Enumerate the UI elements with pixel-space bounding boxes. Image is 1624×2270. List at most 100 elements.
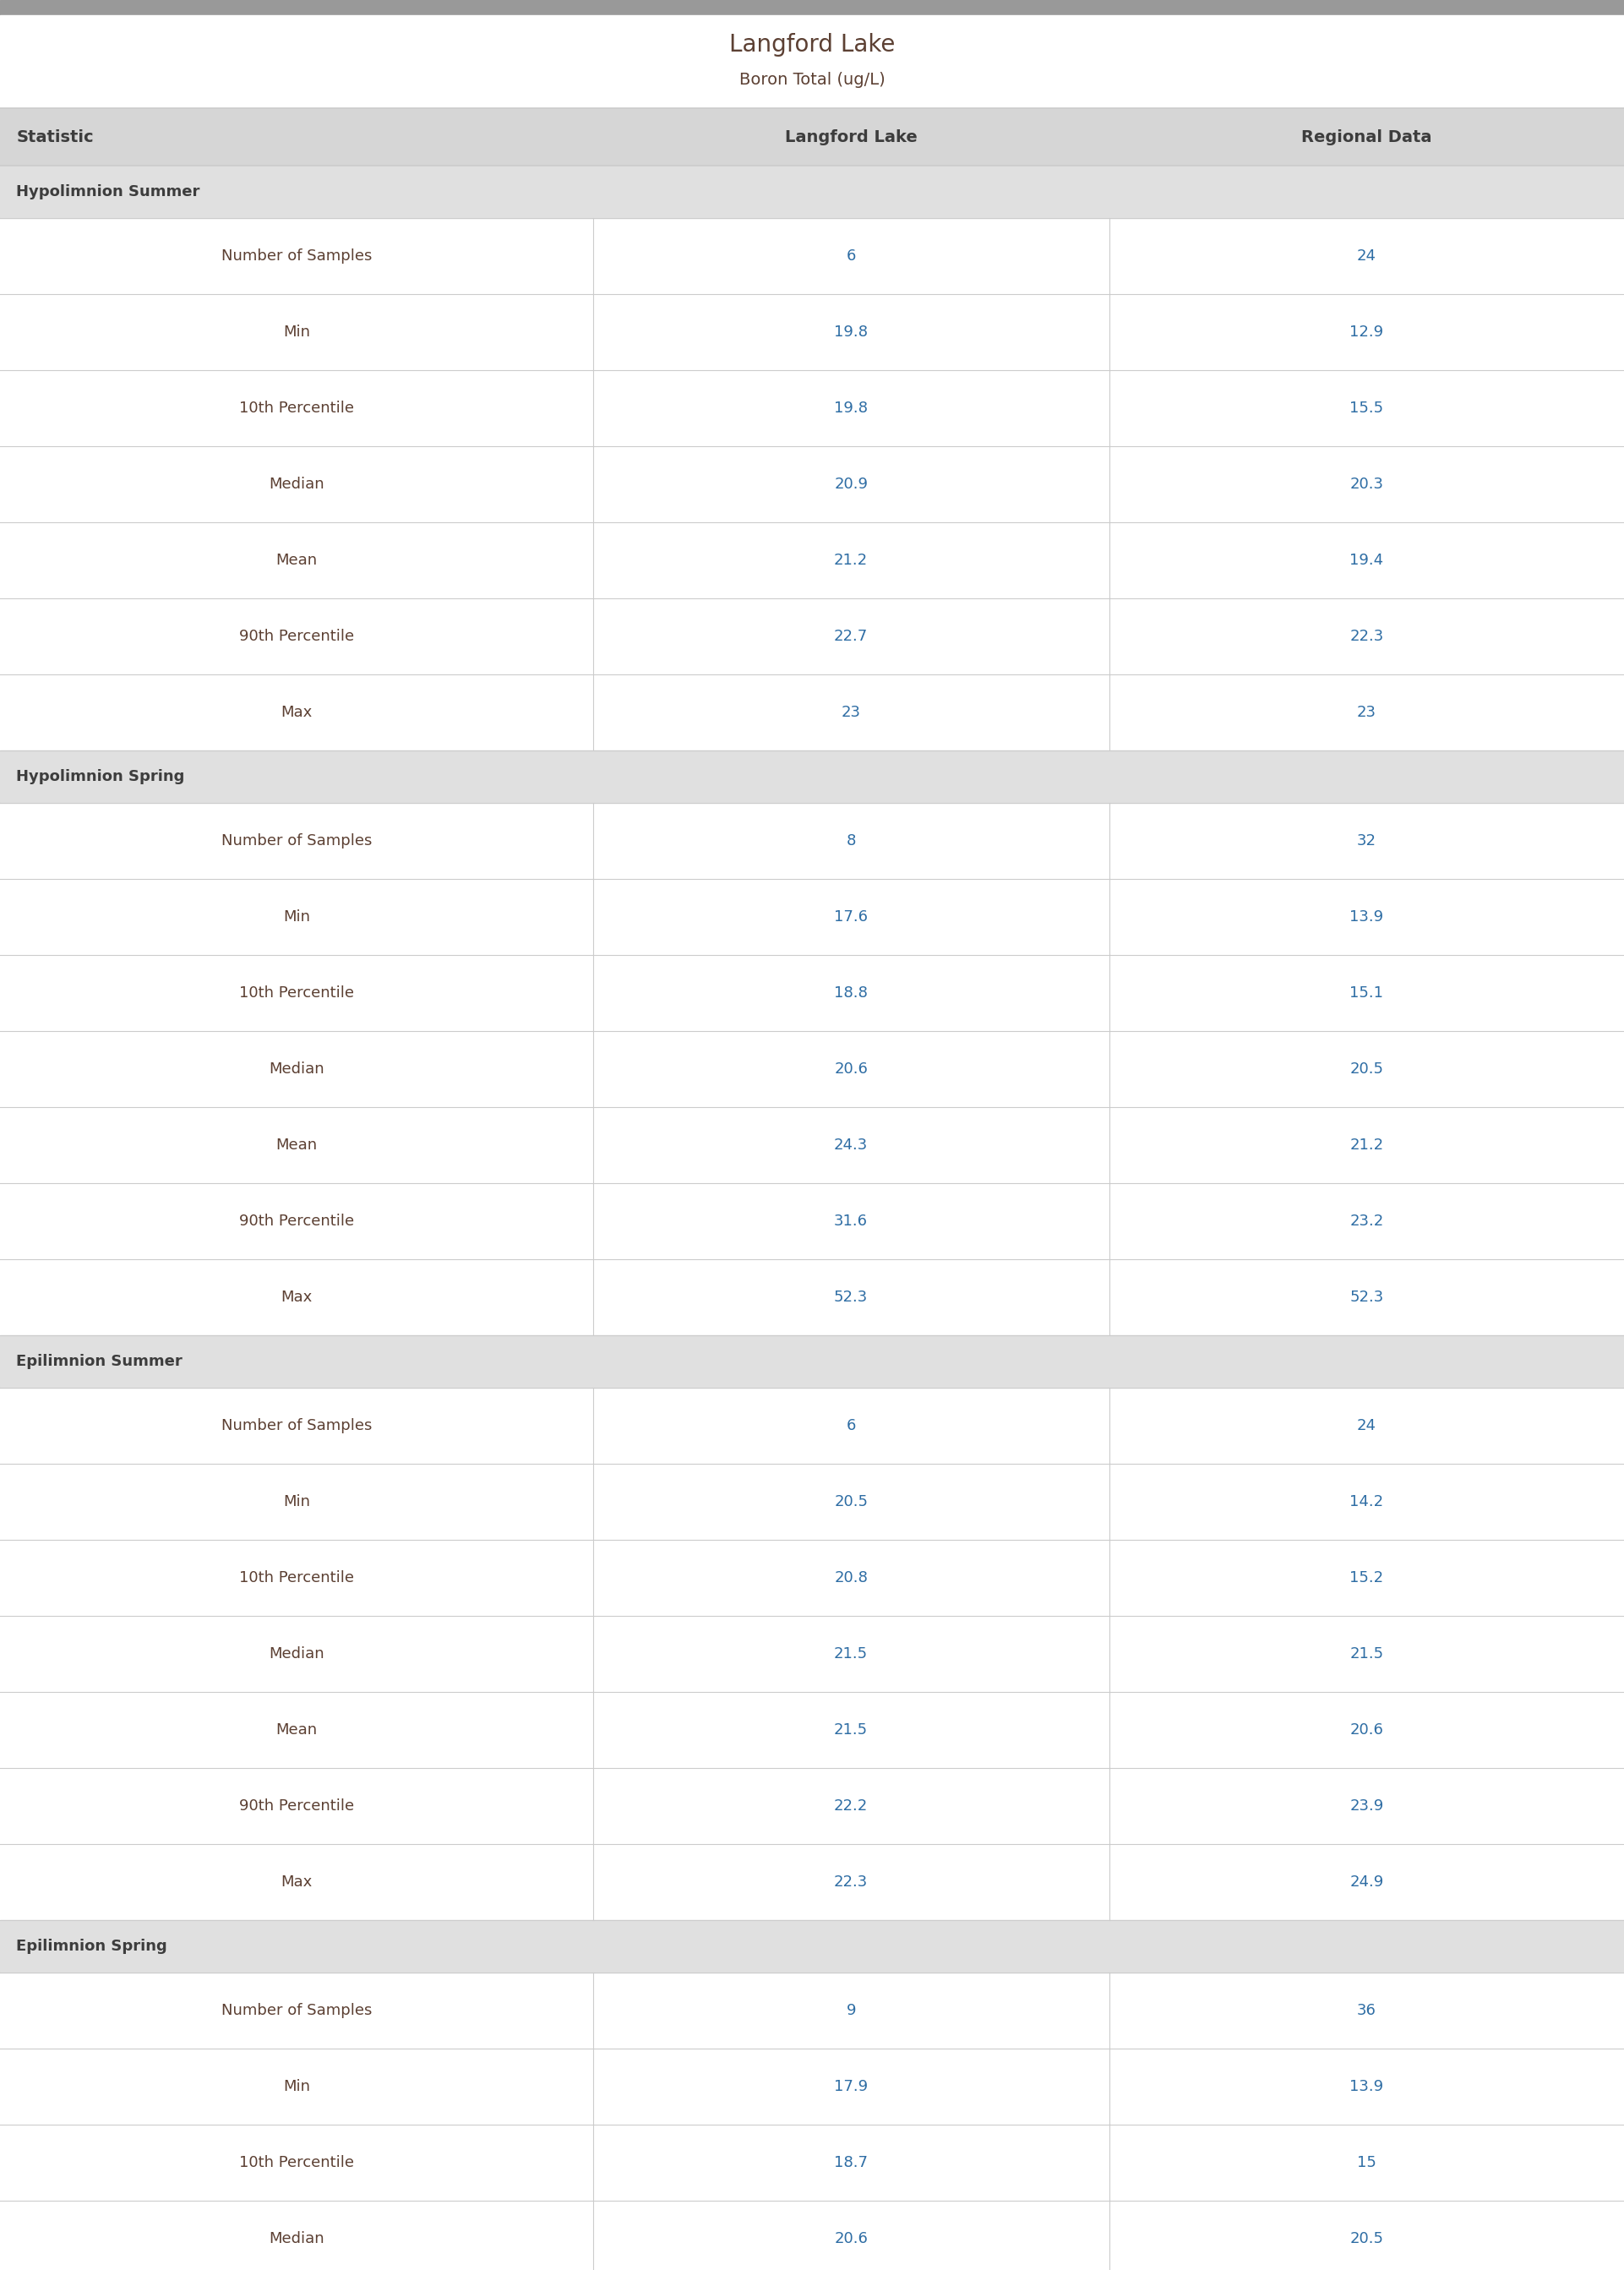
- Bar: [0, 1260, 1624, 1335]
- Bar: [0, 956, 1624, 1031]
- Bar: [0, 1920, 1624, 1973]
- Bar: [0, 751, 1624, 804]
- Text: 18.7: 18.7: [835, 2154, 867, 2170]
- Bar: [0, 1335, 1624, 1387]
- Text: 23.2: 23.2: [1350, 1214, 1384, 1228]
- Text: Number of Samples: Number of Samples: [221, 1419, 372, 1432]
- Text: 23: 23: [1358, 704, 1376, 720]
- Text: Min: Min: [283, 325, 310, 340]
- Text: 20.6: 20.6: [1350, 1723, 1384, 1737]
- Bar: [0, 447, 1624, 522]
- Text: Langford Lake: Langford Lake: [729, 34, 895, 57]
- Bar: [0, 295, 1624, 370]
- Bar: [0, 0, 1624, 16]
- Text: Mean: Mean: [276, 1723, 317, 1737]
- Bar: [0, 2200, 1624, 2270]
- Text: 18.8: 18.8: [835, 985, 867, 1001]
- Text: Number of Samples: Number of Samples: [221, 2002, 372, 2018]
- Bar: [0, 804, 1624, 878]
- Text: 20.9: 20.9: [835, 477, 867, 493]
- Text: 9: 9: [846, 2002, 856, 2018]
- Text: 13.9: 13.9: [1350, 910, 1384, 924]
- Bar: [0, 109, 1624, 166]
- Text: 24.9: 24.9: [1350, 1875, 1384, 1889]
- Text: Max: Max: [281, 1289, 312, 1305]
- Bar: [0, 166, 1624, 218]
- Bar: [0, 1843, 1624, 1920]
- Bar: [0, 1464, 1624, 1539]
- Text: Hypolimnion Summer: Hypolimnion Summer: [16, 184, 200, 200]
- Text: 15.2: 15.2: [1350, 1571, 1384, 1584]
- Text: 24: 24: [1358, 247, 1376, 263]
- Text: Boron Total (ug/L): Boron Total (ug/L): [739, 73, 885, 89]
- Text: 21.5: 21.5: [835, 1723, 867, 1737]
- Text: Min: Min: [283, 2079, 310, 2095]
- Text: 31.6: 31.6: [835, 1214, 867, 1228]
- Text: 21.5: 21.5: [835, 1646, 867, 1662]
- Text: Mean: Mean: [276, 552, 317, 568]
- Text: Epilimnion Summer: Epilimnion Summer: [16, 1353, 182, 1369]
- Bar: [0, 1031, 1624, 1108]
- Text: Median: Median: [268, 1646, 325, 1662]
- Bar: [0, 1387, 1624, 1464]
- Text: 21.2: 21.2: [1350, 1137, 1384, 1153]
- Text: 90th Percentile: 90th Percentile: [239, 629, 354, 645]
- Text: Max: Max: [281, 1875, 312, 1889]
- Bar: [0, 1616, 1624, 1691]
- Bar: [0, 1108, 1624, 1183]
- Text: Epilimnion Spring: Epilimnion Spring: [16, 1939, 167, 1954]
- Text: Number of Samples: Number of Samples: [221, 833, 372, 849]
- Text: 20.5: 20.5: [1350, 1062, 1384, 1076]
- Text: 19.8: 19.8: [835, 400, 867, 415]
- Bar: [0, 599, 1624, 674]
- Bar: [0, 878, 1624, 956]
- Text: 24: 24: [1358, 1419, 1376, 1432]
- Text: 6: 6: [846, 247, 856, 263]
- Text: 13.9: 13.9: [1350, 2079, 1384, 2095]
- Text: Min: Min: [283, 910, 310, 924]
- Text: 20.5: 20.5: [835, 1494, 867, 1510]
- Text: 15.1: 15.1: [1350, 985, 1384, 1001]
- Bar: [0, 1183, 1624, 1260]
- Text: 10th Percentile: 10th Percentile: [239, 985, 354, 1001]
- Text: Median: Median: [268, 2231, 325, 2247]
- Text: 8: 8: [846, 833, 856, 849]
- Bar: [0, 1691, 1624, 1768]
- Text: 6: 6: [846, 1419, 856, 1432]
- Text: Statistic: Statistic: [16, 129, 94, 145]
- Text: 22.2: 22.2: [835, 1798, 867, 1814]
- Bar: [0, 1973, 1624, 2048]
- Text: 15: 15: [1358, 2154, 1376, 2170]
- Text: 20.3: 20.3: [1350, 477, 1384, 493]
- Text: 52.3: 52.3: [1350, 1289, 1384, 1305]
- Text: 17.9: 17.9: [835, 2079, 867, 2095]
- Text: Median: Median: [268, 477, 325, 493]
- Text: 10th Percentile: 10th Percentile: [239, 1571, 354, 1584]
- Text: 20.5: 20.5: [1350, 2231, 1384, 2247]
- Text: Median: Median: [268, 1062, 325, 1076]
- Text: 23: 23: [841, 704, 861, 720]
- Text: 22.7: 22.7: [835, 629, 867, 645]
- Text: 22.3: 22.3: [835, 1875, 867, 1889]
- Text: 15.5: 15.5: [1350, 400, 1384, 415]
- Text: 20.8: 20.8: [835, 1571, 867, 1584]
- Text: 32: 32: [1358, 833, 1376, 849]
- Text: 22.3: 22.3: [1350, 629, 1384, 645]
- Text: 36: 36: [1358, 2002, 1376, 2018]
- Bar: [0, 1768, 1624, 1843]
- Text: Mean: Mean: [276, 1137, 317, 1153]
- Text: Min: Min: [283, 1494, 310, 1510]
- Bar: [0, 2048, 1624, 2125]
- Text: 19.4: 19.4: [1350, 552, 1384, 568]
- Bar: [0, 674, 1624, 751]
- Text: 20.6: 20.6: [835, 1062, 867, 1076]
- Text: 20.6: 20.6: [835, 2231, 867, 2247]
- Bar: [0, 16, 1624, 109]
- Text: 52.3: 52.3: [835, 1289, 867, 1305]
- Text: 10th Percentile: 10th Percentile: [239, 400, 354, 415]
- Text: 21.5: 21.5: [1350, 1646, 1384, 1662]
- Text: 23.9: 23.9: [1350, 1798, 1384, 1814]
- Bar: [0, 218, 1624, 295]
- Text: Regional Data: Regional Data: [1301, 129, 1432, 145]
- Text: Number of Samples: Number of Samples: [221, 247, 372, 263]
